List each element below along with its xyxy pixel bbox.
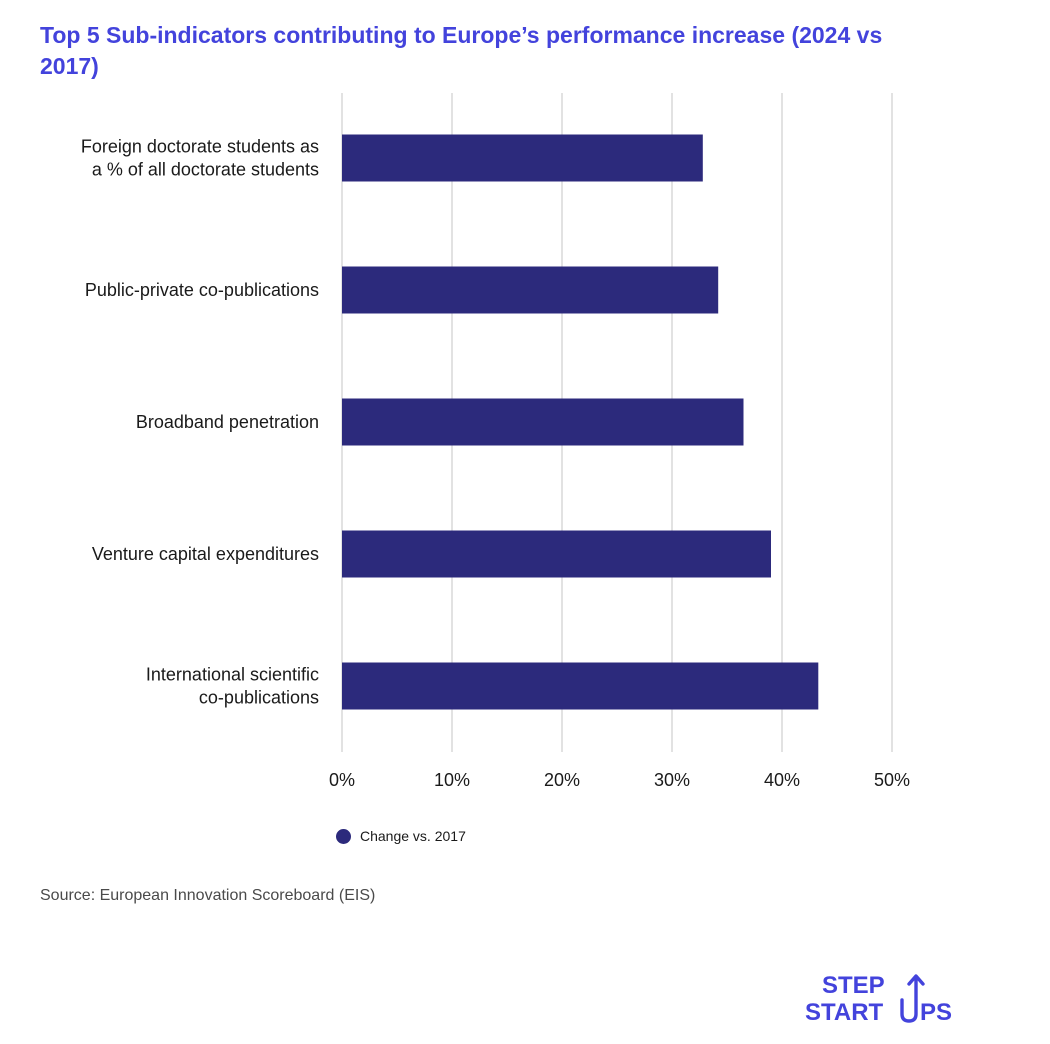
logo-text-start: START xyxy=(805,999,884,1026)
step-startups-logo: STEP START PS xyxy=(805,972,952,1026)
category-label-line: Broadband penetration xyxy=(136,412,319,432)
bar xyxy=(342,266,719,314)
x-tick-label: 20% xyxy=(544,770,580,790)
legend: Change vs. 2017 xyxy=(336,828,466,844)
legend-label: Change vs. 2017 xyxy=(360,828,466,844)
x-axis-tick-labels: 0% 10% 20% 30% 40% 50% xyxy=(329,770,910,790)
bar xyxy=(342,530,771,578)
category-label-line: co-publications xyxy=(199,688,319,708)
category-label-line: Public-private co-publications xyxy=(85,280,319,300)
bar-chart: Foreign doctorate students as a % of all … xyxy=(81,93,910,790)
x-tick-label: 30% xyxy=(654,770,690,790)
category-label-line: Foreign doctorate students as xyxy=(81,137,319,157)
chart-title: Top 5 Sub-indicators contributing to Eur… xyxy=(40,22,883,79)
x-tick-label: 50% xyxy=(874,770,910,790)
category-labels: Foreign doctorate students as a % of all … xyxy=(81,137,319,708)
category-label: Venture capital expenditures xyxy=(92,544,319,564)
legend-marker xyxy=(336,828,351,844)
x-tick-label: 40% xyxy=(764,770,800,790)
category-label-line: a % of all doctorate students xyxy=(92,160,319,180)
category-label: International scientific co-publications xyxy=(146,665,319,708)
source-note: Source: European Innovation Scoreboard (… xyxy=(40,887,376,904)
category-label-line: International scientific xyxy=(146,665,319,685)
bar xyxy=(342,662,819,710)
x-tick-label: 10% xyxy=(434,770,470,790)
logo-arrow-u-icon xyxy=(900,974,925,1023)
category-label: Public-private co-publications xyxy=(85,280,319,300)
bar xyxy=(342,134,703,182)
bars xyxy=(342,134,819,710)
x-tick-label: 0% xyxy=(329,770,355,790)
category-label: Foreign doctorate students as a % of all … xyxy=(81,137,319,180)
category-label: Broadband penetration xyxy=(136,412,319,432)
logo-text-ps: PS xyxy=(920,999,952,1026)
category-label-line: Venture capital expenditures xyxy=(92,544,319,564)
bar xyxy=(342,398,744,446)
logo-text-step: STEP xyxy=(822,972,885,999)
